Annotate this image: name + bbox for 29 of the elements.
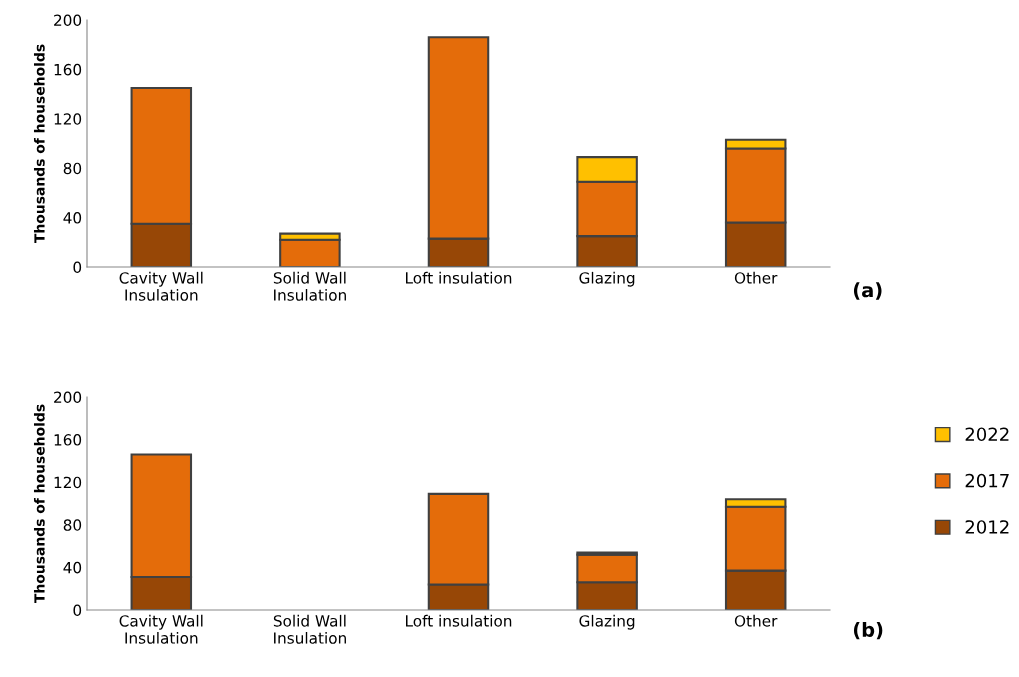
x-tick-label: Glazing xyxy=(579,614,635,630)
x-tick-label: Other xyxy=(734,614,778,627)
x-tick-label: Solid Wall Insulation xyxy=(273,271,346,301)
y-tick-label: 120 xyxy=(54,113,82,125)
y-axis-title: Thousands of households xyxy=(33,404,45,604)
x-tick-label: Solid Wall Insulation xyxy=(273,614,346,644)
x-tick-label: Loft insulation xyxy=(406,614,512,627)
legend-label: 2022 xyxy=(965,427,1009,442)
x-tick-label: Cavity Wall Insulation xyxy=(119,271,203,301)
y-axis-title: Thousands of households xyxy=(33,44,45,244)
text: (a) xyxy=(853,282,882,300)
y-tick-label: 80 xyxy=(63,519,82,531)
y-tick-label: 80 xyxy=(63,162,82,175)
y-tick-label: 0 xyxy=(73,261,82,274)
y-tick-label: 200 xyxy=(54,391,82,404)
x-tick-label: Cavity Wall Insulation xyxy=(119,614,203,644)
text: (b) xyxy=(853,621,883,640)
x-tick-label: Glazing xyxy=(579,271,635,287)
y-tick-label: 160 xyxy=(54,434,82,446)
legend-label: 2012 xyxy=(965,520,1009,534)
y-tick-label: 0 xyxy=(73,604,82,617)
x-tick-label: Loft insulation xyxy=(406,271,512,284)
x-tick-label: Other xyxy=(734,271,778,284)
legend-label: 2017 xyxy=(965,473,1009,488)
y-tick-label: 120 xyxy=(54,476,82,489)
y-tick-label: 160 xyxy=(54,63,82,76)
y-tick-label: 200 xyxy=(54,14,82,27)
y-tick-label: 40 xyxy=(63,212,82,224)
y-tick-label: 40 xyxy=(63,561,82,574)
